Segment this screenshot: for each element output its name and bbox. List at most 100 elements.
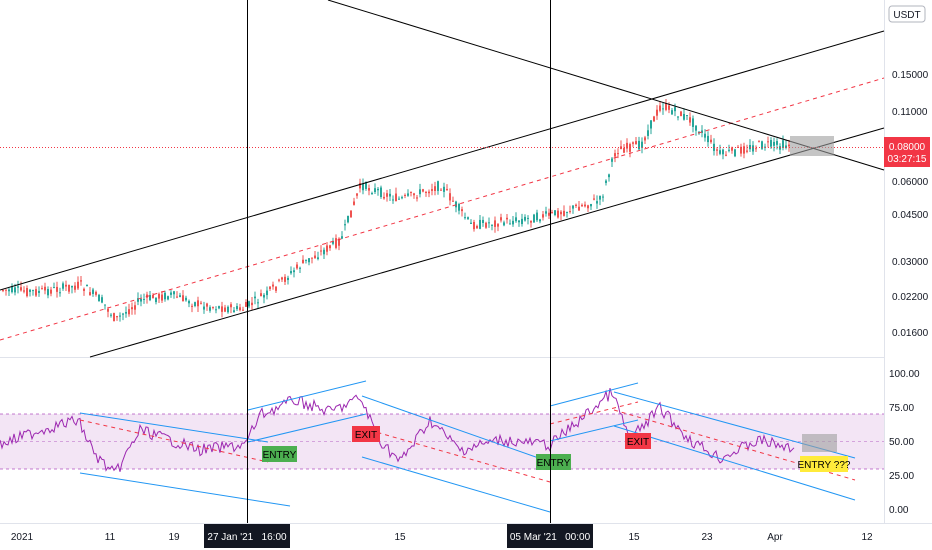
candle-body — [464, 217, 466, 219]
candle-body — [470, 222, 472, 224]
candle-body — [734, 149, 736, 157]
signal-label: EXIT — [627, 437, 649, 448]
candle-body — [179, 295, 181, 298]
candle-body — [482, 219, 484, 223]
candle-body — [41, 288, 43, 290]
candle-body — [80, 280, 82, 282]
rsi-trend-lower-4[interactable] — [549, 419, 639, 442]
candle-body — [368, 188, 370, 191]
candle-body — [242, 309, 244, 311]
candle-body — [680, 111, 682, 116]
candle-body — [563, 210, 565, 216]
currency-badge[interactable] — [888, 5, 926, 23]
rsi-trend-lower-5[interactable] — [613, 425, 856, 501]
candle-body — [572, 205, 574, 209]
channel-mid-line[interactable] — [0, 77, 885, 341]
candle-body — [536, 212, 538, 221]
last-price-value: 0.08000 — [889, 142, 926, 153]
time-tick: 23 — [701, 532, 713, 543]
rsi-pane[interactable] — [0, 358, 884, 523]
rsi-trend-mid-3[interactable] — [361, 427, 551, 483]
candle-body — [332, 240, 334, 244]
candle-body — [500, 217, 502, 221]
candle-body — [74, 285, 76, 290]
candle-body — [770, 140, 772, 147]
candle-body — [524, 216, 526, 221]
last-price-countdown: 03:27:15 — [888, 154, 927, 165]
candle-body — [32, 290, 34, 292]
signal-label-bg — [536, 454, 571, 470]
price-tick: 0.06000 — [892, 177, 929, 188]
rsi-trend-upper-2[interactable] — [247, 380, 367, 411]
candle-body — [665, 103, 667, 110]
candle-body — [497, 224, 499, 227]
channel-lower-line[interactable] — [89, 127, 885, 358]
candle-body — [323, 249, 325, 255]
candle-body — [398, 198, 400, 200]
rsi-axis[interactable]: 100.00 75.00 50.00 25.00 0.00 — [889, 369, 920, 516]
candle-body — [197, 300, 199, 307]
candle-body — [254, 296, 256, 299]
candle-body — [89, 292, 91, 296]
candle-body — [410, 191, 412, 193]
candle-body — [602, 196, 604, 198]
candle-body — [446, 188, 448, 191]
rsi-trend-upper-1[interactable] — [79, 412, 269, 443]
candle-body — [359, 183, 361, 189]
candle-body — [227, 306, 229, 313]
candle-body — [23, 290, 25, 292]
rsi-trend-lower-3[interactable] — [361, 456, 551, 513]
candle-body — [449, 193, 451, 201]
candle-body — [383, 196, 385, 199]
target-box[interactable] — [790, 136, 834, 156]
rsi-line[interactable] — [0, 387, 795, 472]
crosshair-time-tag — [204, 524, 290, 548]
candle-body — [578, 206, 580, 211]
candle-body — [743, 146, 745, 154]
candle-body — [233, 310, 235, 313]
rsi-tick: 50.00 — [889, 437, 914, 448]
rsi-trend-lower-2[interactable] — [247, 413, 367, 443]
candle-body — [392, 199, 394, 201]
rsi-trend-mid-4[interactable] — [549, 401, 639, 425]
candle-body — [152, 295, 154, 299]
candle-body — [245, 302, 247, 307]
rsi-trend-upper-3[interactable] — [361, 395, 551, 463]
candle-body — [335, 238, 337, 248]
time-tick: 15 — [394, 532, 406, 543]
candle-body — [731, 147, 733, 151]
candle-body — [389, 193, 391, 197]
candle-body — [380, 187, 382, 197]
rsi-target-box[interactable] — [802, 434, 837, 452]
candle-body — [521, 218, 523, 225]
price-tick: 0.01600 — [892, 328, 929, 339]
candle-body — [239, 307, 241, 311]
candle-body — [77, 281, 79, 289]
candle-body — [539, 219, 541, 222]
price-pane[interactable] — [0, 0, 884, 357]
candle-body — [230, 304, 232, 308]
candle-body — [437, 181, 439, 191]
candle-body — [269, 286, 271, 290]
candle-body — [248, 301, 250, 307]
candle-body — [599, 195, 601, 200]
time-axis[interactable]: 2021 11 19 15 15 23 Apr 12 27 Jan '21 16… — [11, 524, 873, 548]
price-axis[interactable]: USDT 0.15000 0.11000 0.06000 0.04500 0.0… — [884, 5, 930, 339]
candle-body — [158, 293, 160, 299]
candle-body — [68, 284, 70, 292]
candle-body — [608, 174, 610, 178]
candle-body — [44, 286, 46, 291]
candle-body — [761, 141, 763, 149]
rsi-trend-lower-1[interactable] — [79, 472, 291, 507]
candle-body — [716, 149, 718, 151]
rsi-trend-mid-1[interactable] — [79, 419, 269, 463]
candle-body — [668, 105, 670, 110]
candle-body — [275, 286, 277, 291]
candle-body — [203, 306, 205, 310]
channel-upper-line[interactable] — [0, 30, 885, 291]
candle-body — [119, 315, 121, 317]
candle-body — [167, 296, 169, 300]
rsi-trend-upper-4[interactable] — [549, 382, 639, 407]
candle-body — [527, 217, 529, 219]
